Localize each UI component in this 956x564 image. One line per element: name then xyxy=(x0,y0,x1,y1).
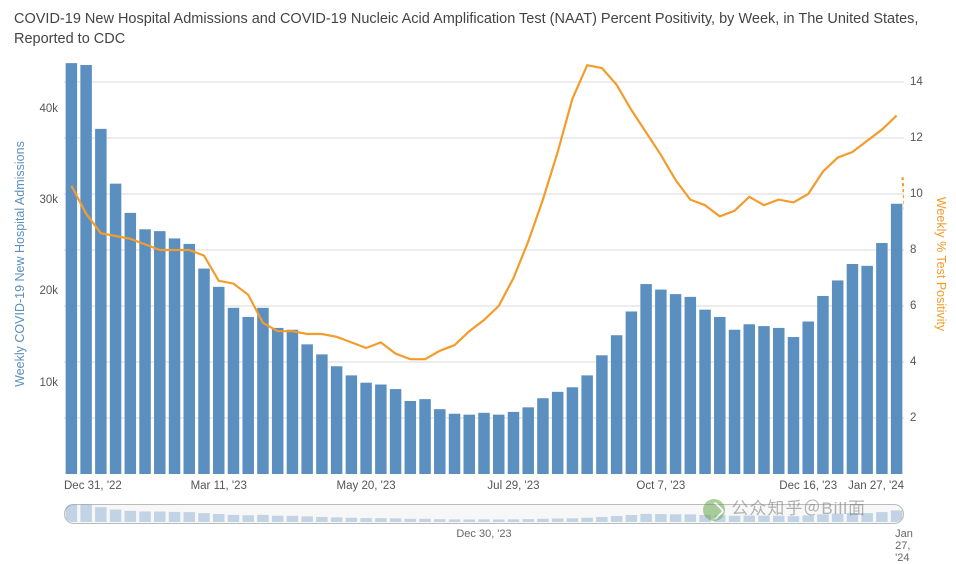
x-tick: Jan 27, '24 xyxy=(848,480,904,492)
chart-container: { "title": "COVID-19 New Hospital Admiss… xyxy=(0,0,956,559)
bar[interactable] xyxy=(552,392,563,474)
bar[interactable] xyxy=(670,294,681,474)
watermark: 公众知乎＠Bill面 xyxy=(703,494,866,521)
bar[interactable] xyxy=(729,330,740,474)
bar[interactable] xyxy=(154,231,165,474)
bar[interactable] xyxy=(198,269,209,474)
x-tick: Oct 7, '23 xyxy=(636,480,685,492)
bar[interactable] xyxy=(301,344,312,474)
chart-svg xyxy=(64,54,904,474)
chart-title: COVID-19 New Hospital Admissions and COV… xyxy=(0,0,956,51)
bar[interactable] xyxy=(817,296,828,474)
bar[interactable] xyxy=(581,375,592,474)
bar[interactable] xyxy=(464,415,475,474)
bar[interactable] xyxy=(891,204,902,474)
bar[interactable] xyxy=(66,63,77,474)
y-tick-left: 40k xyxy=(39,103,58,115)
y-tick-left: 20k xyxy=(39,285,58,297)
bar[interactable] xyxy=(405,401,416,474)
bar[interactable] xyxy=(242,317,253,474)
bar[interactable] xyxy=(522,407,533,474)
bar[interactable] xyxy=(832,280,843,474)
bar[interactable] xyxy=(213,287,224,474)
y-tick-right: 12 xyxy=(910,132,923,144)
y-tick-right: 10 xyxy=(910,188,923,200)
bar[interactable] xyxy=(493,415,504,474)
bar[interactable] xyxy=(744,324,755,474)
bar[interactable] xyxy=(773,328,784,474)
bar[interactable] xyxy=(626,311,637,474)
y-tick-right: 14 xyxy=(910,76,923,88)
bar[interactable] xyxy=(228,308,239,474)
bar[interactable] xyxy=(80,65,91,474)
y-tick-right: 4 xyxy=(910,356,916,368)
bar[interactable] xyxy=(758,326,769,474)
y-tick-left: 10k xyxy=(39,377,58,389)
x-tick: Jul 29, '23 xyxy=(487,480,539,492)
x-tick: Dec 16, '23 xyxy=(779,480,837,492)
bar[interactable] xyxy=(596,355,607,474)
bar[interactable] xyxy=(508,412,519,474)
bar[interactable] xyxy=(567,387,578,474)
bar[interactable] xyxy=(419,399,430,474)
bar[interactable] xyxy=(125,213,136,474)
bar[interactable] xyxy=(876,243,887,474)
bar[interactable] xyxy=(375,385,386,474)
bar[interactable] xyxy=(110,184,121,474)
plot-area[interactable]: 10k20k30k40k2468101214Dec 31, '22Mar 11,… xyxy=(64,54,904,474)
bar[interactable] xyxy=(316,354,327,474)
bar[interactable] xyxy=(861,266,872,474)
bar[interactable] xyxy=(434,409,445,474)
bar[interactable] xyxy=(714,317,725,474)
bar[interactable] xyxy=(478,413,489,474)
bar[interactable] xyxy=(537,398,548,474)
bar[interactable] xyxy=(655,290,666,474)
positivity-line[interactable] xyxy=(71,65,896,359)
x-tick: Dec 31, '22 xyxy=(64,480,122,492)
bar[interactable] xyxy=(257,308,268,474)
bar[interactable] xyxy=(611,335,622,474)
bar[interactable] xyxy=(331,366,342,474)
bar[interactable] xyxy=(390,389,401,474)
bar[interactable] xyxy=(287,330,298,474)
bar[interactable] xyxy=(449,414,460,474)
wechat-icon xyxy=(703,499,725,521)
x-tick: May 20, '23 xyxy=(337,480,396,492)
y-tick-left: 30k xyxy=(39,194,58,206)
bar[interactable] xyxy=(685,297,696,474)
y-axis-left-title: Weekly COVID-19 New Hospital Admissions xyxy=(10,54,30,474)
y-axis-right-title: Weekly % Test Positivity xyxy=(932,54,950,474)
bar[interactable] xyxy=(640,284,651,474)
bar[interactable] xyxy=(847,264,858,474)
bar[interactable] xyxy=(699,310,710,474)
bar[interactable] xyxy=(95,129,106,474)
range-label-left: Dec 30, '23 xyxy=(456,528,511,540)
bar[interactable] xyxy=(788,337,799,474)
bar[interactable] xyxy=(360,383,371,474)
y-tick-right: 2 xyxy=(910,412,916,424)
bar[interactable] xyxy=(139,229,150,474)
x-tick: Mar 11, '23 xyxy=(191,480,247,492)
bar[interactable] xyxy=(272,328,283,474)
bar[interactable] xyxy=(169,238,180,474)
bar[interactable] xyxy=(802,322,813,474)
y-tick-right: 8 xyxy=(910,244,916,256)
y-tick-right: 6 xyxy=(910,300,916,312)
bar[interactable] xyxy=(346,375,357,474)
bar[interactable] xyxy=(184,244,195,474)
